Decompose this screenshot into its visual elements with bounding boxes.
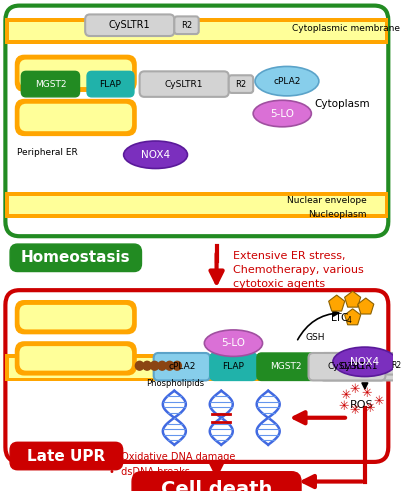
Ellipse shape (253, 100, 311, 127)
Ellipse shape (124, 141, 187, 169)
FancyBboxPatch shape (15, 54, 137, 92)
Polygon shape (344, 291, 361, 307)
FancyBboxPatch shape (15, 341, 137, 376)
Text: 5-LO: 5-LO (270, 108, 294, 118)
Text: ✳: ✳ (364, 402, 375, 415)
Text: ✳: ✳ (349, 404, 360, 417)
Text: CySLTR1: CySLTR1 (340, 362, 378, 371)
Text: R2: R2 (235, 80, 247, 88)
Text: ✳: ✳ (340, 388, 350, 402)
Circle shape (173, 362, 181, 370)
Text: Nuclear envelope: Nuclear envelope (287, 196, 367, 205)
Bar (9, 196, 385, 214)
FancyBboxPatch shape (132, 472, 301, 500)
Bar (5, 192, 388, 218)
Text: Late UPR: Late UPR (27, 448, 105, 464)
FancyBboxPatch shape (320, 353, 400, 380)
Text: FLAP: FLAP (99, 80, 122, 88)
Text: R2: R2 (391, 361, 401, 370)
Text: CySLTR1: CySLTR1 (164, 80, 203, 88)
FancyBboxPatch shape (10, 442, 123, 470)
Ellipse shape (204, 330, 263, 356)
FancyBboxPatch shape (20, 60, 132, 87)
FancyBboxPatch shape (21, 72, 79, 97)
Bar (9, 22, 385, 40)
Text: ✳: ✳ (349, 383, 360, 396)
Circle shape (150, 362, 159, 370)
Text: Cytoplasmic membrane: Cytoplasmic membrane (292, 24, 400, 32)
Text: GSH: GSH (306, 333, 325, 342)
Text: NOX4: NOX4 (141, 150, 170, 160)
Text: FLAP: FLAP (222, 362, 245, 371)
Text: CySLTR1: CySLTR1 (108, 20, 150, 30)
FancyBboxPatch shape (257, 353, 315, 380)
Text: ROS: ROS (350, 400, 374, 410)
FancyBboxPatch shape (210, 353, 257, 380)
Text: ✳: ✳ (338, 400, 349, 413)
FancyBboxPatch shape (20, 305, 132, 330)
Text: Phospholipids: Phospholipids (146, 379, 204, 388)
FancyBboxPatch shape (5, 6, 388, 236)
Text: Nucleoplasm: Nucleoplasm (308, 210, 367, 219)
FancyBboxPatch shape (308, 353, 385, 380)
Text: MGST2: MGST2 (270, 362, 302, 371)
Circle shape (143, 362, 151, 370)
Text: LTC: LTC (331, 312, 349, 322)
Ellipse shape (255, 66, 319, 96)
Text: cPLA2: cPLA2 (168, 362, 196, 371)
FancyBboxPatch shape (154, 353, 210, 380)
FancyBboxPatch shape (85, 14, 174, 36)
Bar (9, 358, 385, 378)
Text: Extensive ER stress,
Chemotherapy, various
cytotoxic agents: Extensive ER stress, Chemotherapy, vario… (234, 251, 364, 289)
FancyBboxPatch shape (400, 357, 418, 374)
Circle shape (135, 362, 144, 370)
FancyBboxPatch shape (15, 99, 137, 136)
Text: R2: R2 (181, 20, 192, 30)
FancyBboxPatch shape (174, 16, 199, 34)
Text: 5-LO: 5-LO (222, 338, 245, 348)
FancyBboxPatch shape (20, 104, 132, 131)
Polygon shape (344, 309, 361, 325)
Text: Homeostasis: Homeostasis (21, 250, 130, 266)
Text: ✳: ✳ (374, 394, 384, 407)
Bar (5, 18, 388, 44)
Ellipse shape (333, 347, 397, 376)
Text: Cytoplasm: Cytoplasm (314, 98, 370, 108)
Polygon shape (329, 295, 345, 311)
FancyBboxPatch shape (87, 72, 134, 97)
Circle shape (166, 362, 174, 370)
FancyBboxPatch shape (5, 290, 388, 462)
Circle shape (158, 362, 166, 370)
Text: ✳: ✳ (362, 386, 372, 400)
FancyBboxPatch shape (140, 72, 229, 97)
FancyBboxPatch shape (229, 76, 253, 93)
Text: Peripheral ER: Peripheral ER (17, 148, 77, 158)
Bar (5, 354, 388, 382)
Polygon shape (358, 298, 374, 314)
FancyBboxPatch shape (20, 346, 132, 370)
Text: CySLTR1: CySLTR1 (328, 362, 366, 371)
Text: 4: 4 (347, 316, 352, 325)
FancyBboxPatch shape (385, 357, 406, 374)
FancyBboxPatch shape (10, 244, 141, 272)
Text: MGST2: MGST2 (35, 80, 66, 88)
FancyBboxPatch shape (15, 300, 137, 334)
Text: •  Oxidative DNA damage
•  dsDNA breaks: • Oxidative DNA damage • dsDNA breaks (109, 452, 235, 477)
Text: Cell death: Cell death (161, 480, 272, 499)
Text: NOX4: NOX4 (350, 357, 380, 367)
Text: cPLA2: cPLA2 (273, 76, 301, 86)
